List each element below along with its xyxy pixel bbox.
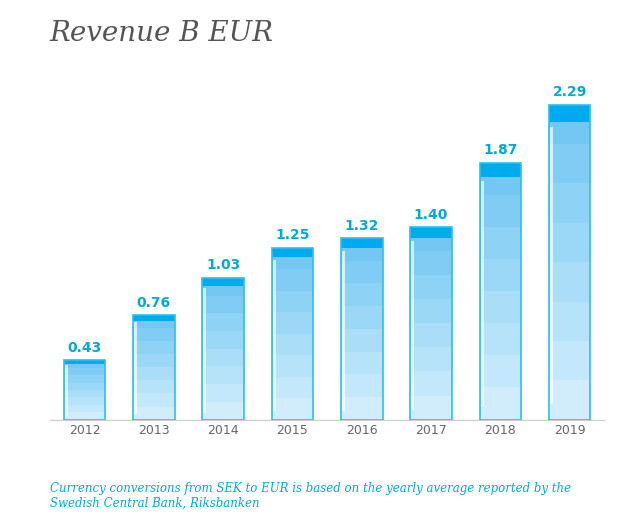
Bar (202, 313, 244, 331)
Bar (341, 374, 383, 397)
Bar (202, 278, 244, 296)
Bar (133, 341, 174, 354)
Bar (410, 396, 452, 420)
Text: 1.25: 1.25 (275, 228, 310, 242)
Bar (133, 394, 174, 407)
Bar (272, 334, 313, 355)
Bar (480, 163, 521, 420)
Bar (272, 248, 313, 257)
Bar (64, 405, 105, 412)
Bar (64, 361, 105, 420)
Text: 0.76: 0.76 (136, 296, 171, 310)
Bar (480, 387, 521, 420)
Bar (341, 238, 383, 261)
Bar (480, 323, 521, 355)
Text: 1.03: 1.03 (206, 258, 240, 272)
Bar (549, 105, 591, 420)
Bar (549, 262, 591, 301)
Text: 1.87: 1.87 (483, 143, 518, 157)
Bar (549, 144, 591, 183)
Bar (64, 412, 105, 420)
Text: 2.29: 2.29 (553, 85, 587, 99)
Bar (133, 315, 174, 328)
Bar (64, 361, 105, 368)
Bar (202, 349, 244, 366)
Text: 0.43: 0.43 (67, 341, 102, 355)
Bar (480, 291, 521, 323)
Bar (133, 380, 174, 394)
Bar (272, 248, 313, 269)
Bar (480, 163, 521, 195)
Bar (341, 283, 383, 306)
Bar (133, 315, 174, 321)
Bar (480, 163, 521, 177)
Bar (133, 367, 174, 380)
Bar (64, 397, 105, 405)
Bar (202, 384, 244, 402)
Bar (549, 105, 591, 144)
Bar (133, 354, 174, 367)
Bar (133, 315, 174, 420)
Bar (272, 355, 313, 377)
Bar (410, 348, 452, 371)
Bar (272, 398, 313, 420)
Bar (480, 195, 521, 227)
Bar (202, 331, 244, 349)
Bar (341, 306, 383, 329)
Bar (480, 227, 521, 259)
Bar (549, 341, 591, 380)
Bar (341, 261, 383, 283)
Bar (64, 375, 105, 383)
Bar (341, 397, 383, 420)
Bar (133, 407, 174, 420)
Bar (272, 312, 313, 334)
Bar (410, 251, 452, 275)
Bar (203, 288, 206, 412)
Bar (65, 365, 68, 416)
Bar (272, 248, 313, 420)
Bar (410, 275, 452, 299)
Bar (64, 390, 105, 397)
Bar (480, 180, 483, 407)
Bar (549, 183, 591, 223)
Bar (273, 260, 275, 411)
Bar (341, 238, 383, 248)
Bar (341, 329, 383, 352)
Bar (549, 301, 591, 341)
Bar (410, 371, 452, 396)
Bar (410, 227, 452, 238)
Bar (202, 366, 244, 384)
Text: Currency conversions from SEK to EUR is based on the yearly average reported by : Currency conversions from SEK to EUR is … (50, 482, 571, 510)
Bar (202, 278, 244, 420)
Bar (480, 355, 521, 387)
Bar (133, 328, 174, 341)
Text: 1.40: 1.40 (414, 208, 448, 222)
Bar (480, 259, 521, 291)
Bar (549, 223, 591, 262)
Bar (134, 322, 137, 414)
Bar (272, 291, 313, 312)
Bar (272, 377, 313, 398)
Text: Revenue B EUR: Revenue B EUR (50, 20, 274, 47)
Text: 1.32: 1.32 (345, 219, 379, 233)
Bar (410, 227, 452, 251)
Bar (411, 240, 414, 410)
Bar (64, 383, 105, 390)
Bar (64, 361, 105, 364)
Bar (64, 368, 105, 375)
Bar (410, 299, 452, 323)
Bar (202, 296, 244, 313)
Bar (202, 402, 244, 420)
Bar (549, 105, 591, 122)
Bar (410, 323, 452, 348)
Bar (550, 127, 553, 404)
Bar (341, 352, 383, 374)
Bar (272, 269, 313, 291)
Bar (202, 278, 244, 286)
Bar (549, 380, 591, 420)
Bar (342, 251, 345, 410)
Bar (410, 227, 452, 420)
Bar (341, 238, 383, 420)
